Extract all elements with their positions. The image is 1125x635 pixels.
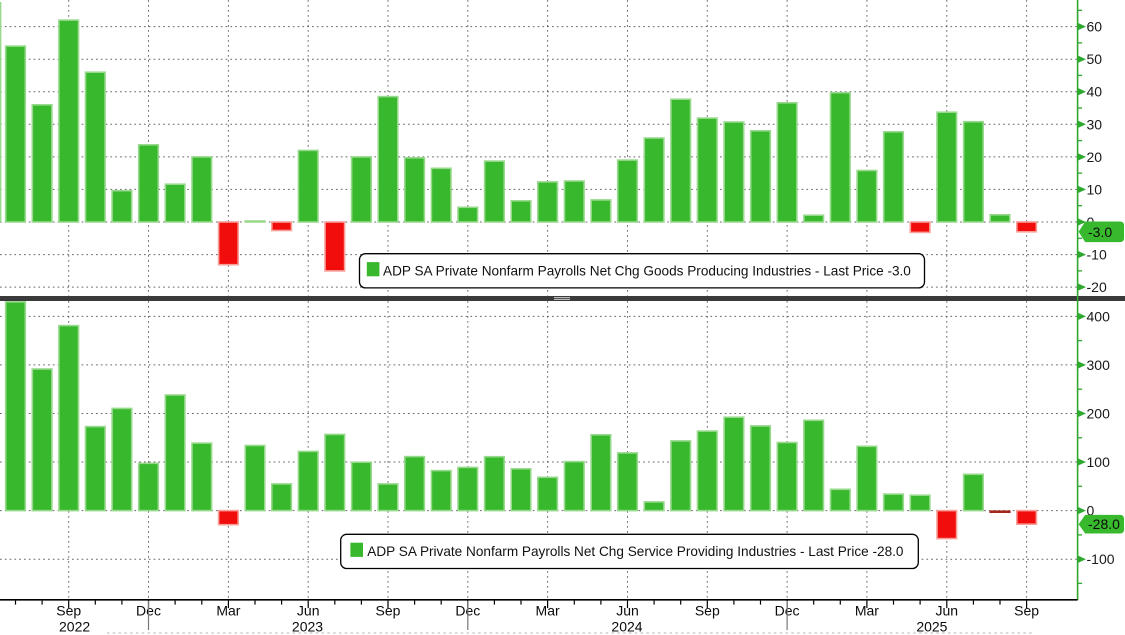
svg-text:60: 60 [1087, 19, 1103, 35]
svg-text:Jun: Jun [297, 603, 320, 619]
svg-text:Sep: Sep [56, 603, 81, 619]
svg-text:2023: 2023 [292, 619, 323, 635]
svg-text:Mar: Mar [536, 603, 560, 619]
svg-text:Sep: Sep [695, 603, 720, 619]
svg-text:10: 10 [1087, 181, 1103, 197]
svg-text:-10: -10 [1087, 247, 1107, 263]
svg-text:Sep: Sep [376, 603, 401, 619]
svg-text:-3.0: -3.0 [1088, 224, 1112, 240]
svg-text:ADP SA Private Nonfarm Payroll: ADP SA Private Nonfarm Payrolls Net Chg … [367, 544, 904, 559]
svg-text:-20: -20 [1087, 279, 1107, 295]
svg-text:30: 30 [1087, 116, 1103, 132]
svg-text:400: 400 [1087, 308, 1111, 324]
svg-text:2024: 2024 [611, 619, 642, 635]
svg-text:-100: -100 [1087, 551, 1115, 567]
svg-text:Mar: Mar [855, 603, 879, 619]
svg-text:-28.0: -28.0 [1088, 516, 1120, 532]
svg-text:0: 0 [1087, 503, 1095, 519]
svg-text:200: 200 [1087, 406, 1111, 422]
svg-text:ADP SA Private Nonfarm Payroll: ADP SA Private Nonfarm Payrolls Net Chg … [383, 263, 911, 278]
svg-text:Jun: Jun [936, 603, 959, 619]
svg-text:Sep: Sep [1014, 603, 1039, 619]
svg-text:2025: 2025 [916, 619, 947, 635]
svg-text:300: 300 [1087, 357, 1111, 373]
svg-text:2022: 2022 [59, 619, 90, 635]
svg-text:100: 100 [1087, 454, 1111, 470]
svg-text:40: 40 [1087, 84, 1103, 100]
svg-text:Jun: Jun [616, 603, 639, 619]
svg-text:50: 50 [1087, 51, 1103, 67]
svg-text:20: 20 [1087, 149, 1103, 165]
svg-text:Mar: Mar [216, 603, 240, 619]
